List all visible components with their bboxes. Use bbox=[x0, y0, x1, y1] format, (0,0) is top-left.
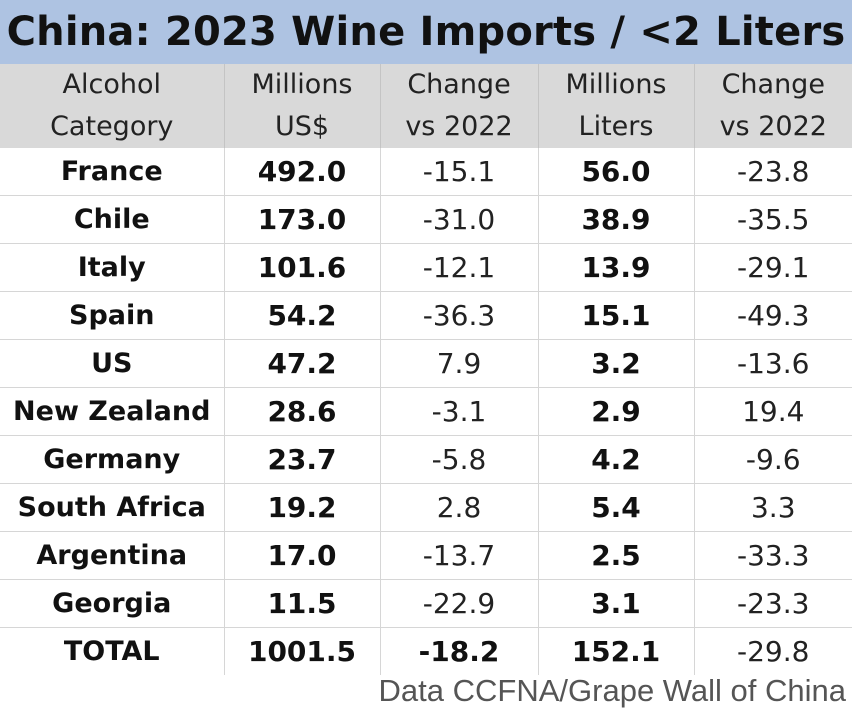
usd-change-cell: -22.9 bbox=[380, 579, 539, 628]
liters-change-cell: -13.6 bbox=[694, 339, 852, 388]
liters-change-cell: -33.3 bbox=[694, 531, 852, 580]
liters-cell: 3.2 bbox=[538, 339, 695, 388]
liters-change-cell: -23.8 bbox=[737, 155, 810, 188]
liters-cell: 56.0 bbox=[538, 148, 695, 196]
source-note: Data CCFNA/Grape Wall of China bbox=[378, 673, 846, 708]
header-line: Change bbox=[407, 69, 511, 100]
liters-change-cell: -35.5 bbox=[694, 195, 852, 244]
usd-cell: 11.5 bbox=[224, 579, 381, 628]
usd-change-cell: -3.1 bbox=[380, 387, 539, 436]
liters-cell: 4.2 bbox=[538, 435, 695, 484]
usd-change-cell: 7.9 bbox=[380, 339, 539, 388]
country-cell: US bbox=[0, 339, 225, 388]
total-liters-change-cell: -29.8 bbox=[694, 627, 852, 675]
usd-cell: 28.6 bbox=[224, 387, 381, 436]
country-cell: New Zealand bbox=[0, 387, 225, 436]
table-row: Georgia 11.5 -22.9 3.1 -23.3 bbox=[0, 579, 852, 628]
table-body: France 492.0 -15.1 56.0 -23.8 Chile 173.… bbox=[0, 148, 852, 675]
liters-change-cell: -9.6 bbox=[694, 435, 852, 484]
liters-change-cell: -49.3 bbox=[694, 291, 852, 340]
total-liters-cell: 152.1 bbox=[538, 627, 695, 675]
table-row: Germany 23.7 -5.8 4.2 -9.6 bbox=[0, 435, 852, 484]
usd-change-cell: -31.0 bbox=[380, 195, 539, 244]
header-line: Change bbox=[721, 69, 825, 100]
country-cell: South Africa bbox=[0, 483, 225, 532]
total-label-cell: TOTAL bbox=[0, 627, 225, 675]
table-row: Argentina 17.0 -13.7 2.5 -33.3 bbox=[0, 531, 852, 580]
table-row: South Africa 19.2 2.8 5.4 3.3 bbox=[0, 483, 852, 532]
header-line: US$ bbox=[274, 111, 330, 142]
country-cell: France bbox=[0, 148, 225, 196]
country-cell: Georgia bbox=[0, 579, 225, 628]
liters-cell: 15.1 bbox=[538, 291, 695, 340]
total-usd-change-cell: -18.2 bbox=[380, 627, 539, 675]
liters-cell: 2.9 bbox=[538, 387, 695, 436]
country-cell: Argentina bbox=[0, 531, 225, 580]
liters-change-cell: 3.3 bbox=[694, 483, 852, 532]
usd-cell: 173.0 bbox=[224, 195, 381, 244]
usd-cell: 47.2 bbox=[224, 339, 381, 388]
header-line: Millions bbox=[565, 69, 667, 100]
column-header-usd-change: Change vs 2022 bbox=[380, 64, 539, 148]
total-usd-cell: 1001.5 bbox=[224, 627, 381, 675]
column-header-category: Alcohol Category bbox=[0, 64, 225, 148]
liters-cell: 5.4 bbox=[538, 483, 695, 532]
liters-change-cell: -23.3 bbox=[694, 579, 852, 628]
usd-change-cell: -13.7 bbox=[380, 531, 539, 580]
page-title: China: 2023 Wine Imports / <2 Liters bbox=[6, 9, 846, 55]
country-cell: Italy bbox=[0, 243, 225, 292]
column-header-liters-change: Change vs 2022 bbox=[694, 64, 852, 148]
liters-change-cell: 19.4 bbox=[694, 387, 852, 436]
country-cell: Spain bbox=[0, 291, 225, 340]
table-row: US 47.2 7.9 3.2 -13.6 bbox=[0, 339, 852, 388]
usd-cell: 17.0 bbox=[224, 531, 381, 580]
header-line: vs 2022 bbox=[719, 111, 827, 142]
header-line: Millions bbox=[251, 69, 353, 100]
column-header-millions-liters: Millions Liters bbox=[538, 64, 695, 148]
usd-change-cell: -5.8 bbox=[380, 435, 539, 484]
usd-cell: 54.2 bbox=[224, 291, 381, 340]
country-cell: Chile bbox=[0, 195, 225, 244]
liters-cell: 3.1 bbox=[538, 579, 695, 628]
usd-change-cell: -12.1 bbox=[380, 243, 539, 292]
table-row: Chile 173.0 -31.0 38.9 -35.5 bbox=[0, 195, 852, 244]
table-header: Alcohol Category Millions US$ Change vs … bbox=[0, 64, 852, 148]
liters-cell: 13.9 bbox=[538, 243, 695, 292]
country-cell: Germany bbox=[0, 435, 225, 484]
usd-change-cell: 2.8 bbox=[380, 483, 539, 532]
header-line: vs 2022 bbox=[405, 111, 513, 142]
header-line: Alcohol bbox=[62, 69, 161, 100]
usd-change-cell: -15.1 bbox=[380, 148, 539, 196]
table-row: Italy 101.6 -12.1 13.9 -29.1 bbox=[0, 243, 852, 292]
column-header-millions-usd: Millions US$ bbox=[224, 64, 381, 148]
liters-change-cell: -29.1 bbox=[694, 243, 852, 292]
usd-cell: 101.6 bbox=[224, 243, 381, 292]
header-line: Category bbox=[50, 111, 174, 142]
usd-cell: 492.0 bbox=[224, 148, 381, 196]
table-row: New Zealand 28.6 -3.1 2.9 19.4 bbox=[0, 387, 852, 436]
liters-cell: 2.5 bbox=[538, 531, 695, 580]
header-row: Alcohol Category Millions US$ Change vs … bbox=[0, 64, 852, 148]
liters-cell: 38.9 bbox=[538, 195, 695, 244]
wine-imports-table: Alcohol Category Millions US$ Change vs … bbox=[0, 64, 852, 675]
usd-cell: 19.2 bbox=[224, 483, 381, 532]
usd-change-cell: -36.3 bbox=[380, 291, 539, 340]
table-row: France 492.0 -15.1 56.0 -23.8 bbox=[0, 148, 852, 196]
header-line: Liters bbox=[578, 111, 654, 142]
usd-cell: 23.7 bbox=[224, 435, 381, 484]
total-row: TOTAL 1001.5 -18.2 152.1 -29.8 bbox=[0, 627, 852, 675]
table-row: Spain 54.2 -36.3 15.1 -49.3 bbox=[0, 291, 852, 340]
title-bar: China: 2023 Wine Imports / <2 Liters bbox=[0, 0, 852, 64]
